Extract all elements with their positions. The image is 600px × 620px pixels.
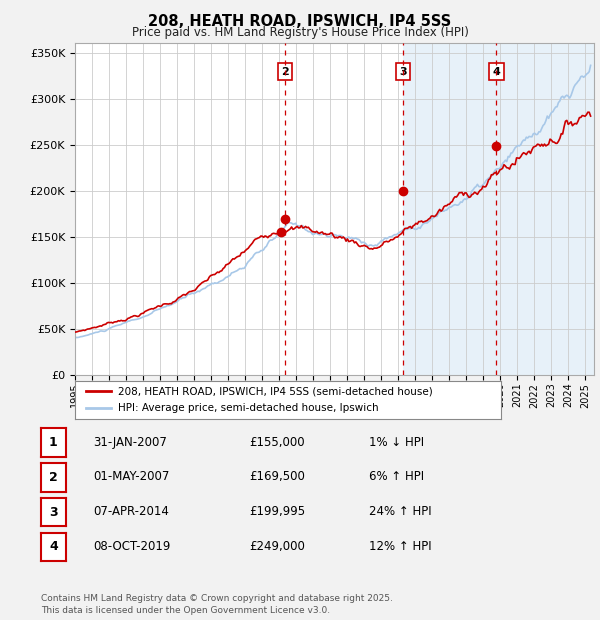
Text: 01-MAY-2007: 01-MAY-2007 bbox=[93, 471, 169, 483]
Text: 208, HEATH ROAD, IPSWICH, IP4 5SS: 208, HEATH ROAD, IPSWICH, IP4 5SS bbox=[148, 14, 452, 29]
Text: 4: 4 bbox=[493, 66, 500, 77]
Text: 1% ↓ HPI: 1% ↓ HPI bbox=[369, 436, 424, 448]
Text: 2: 2 bbox=[281, 66, 289, 77]
Text: 3: 3 bbox=[49, 506, 58, 518]
Text: 6% ↑ HPI: 6% ↑ HPI bbox=[369, 471, 424, 483]
Text: £155,000: £155,000 bbox=[249, 436, 305, 448]
Text: 4: 4 bbox=[49, 541, 58, 553]
Text: 31-JAN-2007: 31-JAN-2007 bbox=[93, 436, 167, 448]
Text: Contains HM Land Registry data © Crown copyright and database right 2025.
This d: Contains HM Land Registry data © Crown c… bbox=[41, 593, 392, 615]
Text: HPI: Average price, semi-detached house, Ipswich: HPI: Average price, semi-detached house,… bbox=[118, 404, 378, 414]
Text: 208, HEATH ROAD, IPSWICH, IP4 5SS (semi-detached house): 208, HEATH ROAD, IPSWICH, IP4 5SS (semi-… bbox=[118, 386, 433, 396]
Text: 1: 1 bbox=[49, 436, 58, 449]
Text: 12% ↑ HPI: 12% ↑ HPI bbox=[369, 540, 431, 552]
Text: 3: 3 bbox=[399, 66, 407, 77]
Text: £249,000: £249,000 bbox=[249, 540, 305, 552]
Text: £169,500: £169,500 bbox=[249, 471, 305, 483]
Text: 2: 2 bbox=[49, 471, 58, 484]
Text: £199,995: £199,995 bbox=[249, 505, 305, 518]
Text: 07-APR-2014: 07-APR-2014 bbox=[93, 505, 169, 518]
Text: 24% ↑ HPI: 24% ↑ HPI bbox=[369, 505, 431, 518]
Text: 08-OCT-2019: 08-OCT-2019 bbox=[93, 540, 170, 552]
Bar bbox=[496, 43, 594, 375]
Bar bbox=[403, 43, 496, 375]
Text: Price paid vs. HM Land Registry's House Price Index (HPI): Price paid vs. HM Land Registry's House … bbox=[131, 26, 469, 39]
